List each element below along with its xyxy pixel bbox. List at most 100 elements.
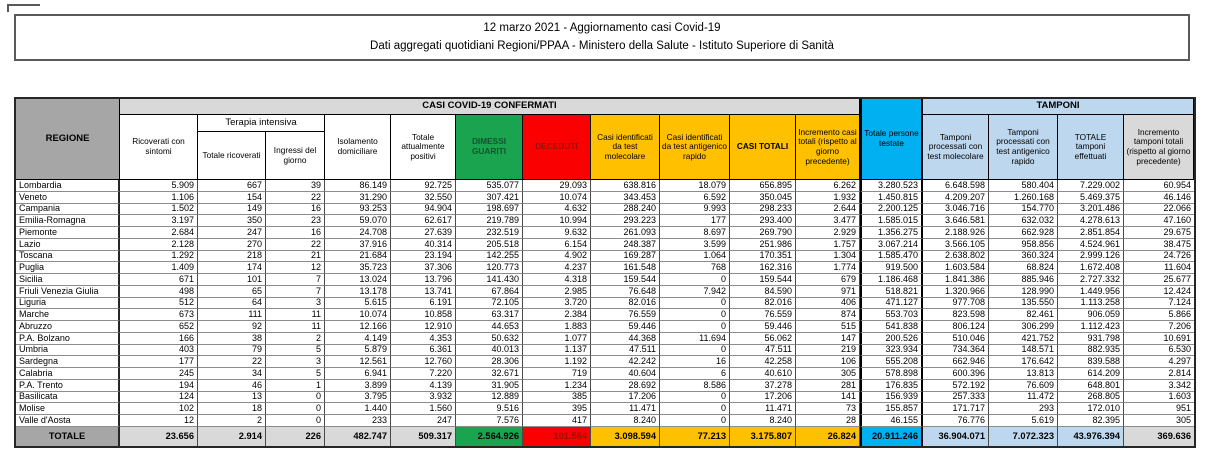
value-cell: 28 [796, 415, 860, 427]
value-cell: 6.941 [325, 368, 391, 380]
value-cell: 101 [198, 274, 266, 286]
value-cell: 12.889 [456, 391, 523, 404]
value-cell: 1.137 [523, 344, 591, 357]
value-cell: 12.910 [391, 321, 456, 333]
column-header-totale-tamponi: TOTALE tamponi effettuati [1058, 115, 1124, 180]
value-cell: 305 [796, 368, 860, 380]
value-cell: 141 [796, 391, 860, 404]
value-cell: 4.209.207 [923, 191, 989, 204]
value-cell: 31.905 [456, 379, 523, 392]
value-cell: 34 [198, 368, 266, 380]
region-name: Piemonte [16, 227, 120, 239]
value-cell: 5.619 [989, 415, 1058, 427]
value-cell: 2.644 [796, 203, 860, 216]
column-header-totale-ricoverati: Totale ricoverati [198, 132, 266, 180]
value-cell: 3.477 [796, 215, 860, 227]
value-cell: 1.585.015 [860, 215, 923, 227]
value-cell: 11.604 [1124, 262, 1194, 274]
value-cell: 200.526 [860, 332, 923, 345]
value-cell: 22 [198, 356, 266, 368]
value-cell: 20.911.246 [860, 426, 923, 446]
value-cell: 958.856 [989, 238, 1058, 251]
value-cell: 1.560 [391, 403, 456, 415]
value-cell: 5.469.375 [1058, 191, 1124, 204]
value-cell: 0 [660, 274, 730, 286]
value-cell: 1.603 [1124, 392, 1194, 404]
value-cell: 82.016 [591, 297, 660, 310]
value-cell: 541.838 [860, 321, 923, 333]
value-cell: 120.773 [456, 262, 523, 274]
value-cell: 509.317 [391, 426, 456, 446]
value-cell: 46.155 [860, 415, 923, 427]
column-header-dimessi-guariti: DIMESSI GUARITI [456, 115, 523, 180]
value-cell: 7.942 [660, 285, 730, 298]
value-cell: 293.400 [730, 215, 796, 227]
value-cell: 0 [266, 415, 325, 427]
value-cell: 62.617 [391, 215, 456, 227]
value-cell: 3.067.214 [860, 238, 923, 251]
value-cell: 839.588 [1058, 356, 1124, 368]
value-cell: 73 [796, 403, 860, 415]
value-cell: 535.077 [456, 180, 523, 192]
value-cell: 403 [120, 344, 198, 357]
value-cell: 32.550 [391, 191, 456, 204]
value-cell: 72.105 [456, 297, 523, 310]
value-cell: 471.127 [860, 297, 923, 310]
value-cell: 101.564 [523, 426, 591, 446]
value-cell: 515 [796, 321, 860, 333]
value-cell: 6.361 [391, 344, 456, 357]
value-cell: 13.741 [391, 285, 456, 298]
region-name: Umbria [16, 344, 120, 357]
group-header-tamponi: TAMPONI [923, 99, 1194, 115]
region-name: Marche [16, 309, 120, 321]
value-cell: 1.585.470 [860, 250, 923, 263]
value-cell: 177 [120, 356, 198, 368]
value-cell: 13 [198, 391, 266, 404]
value-cell: 1.077 [523, 332, 591, 345]
value-cell: 11 [266, 309, 325, 321]
value-cell: 170.351 [730, 250, 796, 263]
value-cell: 247 [198, 227, 266, 239]
column-header-deceduti: DECEDUTI [523, 115, 591, 180]
value-cell: 93.253 [325, 203, 391, 216]
value-cell: 156.939 [860, 391, 923, 404]
value-cell: 4.632 [523, 203, 591, 216]
value-cell: 2.914 [198, 426, 266, 446]
value-cell: 1.292 [120, 250, 198, 263]
value-cell: 3.720 [523, 297, 591, 310]
value-cell: 323.934 [860, 344, 923, 357]
value-cell: 76.559 [730, 309, 796, 321]
value-cell: 268.805 [1058, 391, 1124, 404]
value-cell: 174 [198, 262, 266, 274]
value-cell: 11.471 [730, 403, 796, 415]
value-cell: 46 [198, 379, 266, 392]
clipped-box-artifact [7, 4, 40, 12]
value-cell: 369.636 [1124, 426, 1194, 446]
value-cell: 2.929 [796, 227, 860, 239]
value-cell: 3.098.594 [591, 426, 660, 446]
value-cell: 177 [660, 215, 730, 227]
value-cell: 166 [120, 332, 198, 345]
value-cell: 919.500 [860, 262, 923, 274]
value-cell: 614.209 [1058, 368, 1124, 380]
value-cell: 305 [1124, 415, 1194, 427]
value-cell: 147 [796, 332, 860, 345]
value-cell: 27.639 [391, 227, 456, 239]
value-cell: 3.175.807 [730, 426, 796, 446]
value-cell: 47.511 [591, 344, 660, 357]
value-cell: 951 [1124, 403, 1194, 415]
value-cell: 2.684 [120, 227, 198, 239]
value-cell: 4.149 [325, 332, 391, 345]
value-cell: 245 [120, 368, 198, 380]
value-cell: 1.186.468 [860, 274, 923, 286]
value-cell: 971 [796, 285, 860, 298]
covid-table: REGIONE CASI COVID-19 CONFERMATI Totale … [14, 97, 1196, 448]
column-header-incremento-tamponi: Incremento tamponi totali (rispetto al g… [1124, 115, 1194, 180]
value-cell: 662.928 [989, 227, 1058, 239]
value-cell: 28.306 [456, 356, 523, 368]
value-cell: 679 [796, 274, 860, 286]
value-cell: 512 [120, 297, 198, 310]
value-cell: 198.697 [456, 203, 523, 216]
value-cell: 13.796 [391, 274, 456, 286]
region-name: Abruzzo [16, 321, 120, 333]
